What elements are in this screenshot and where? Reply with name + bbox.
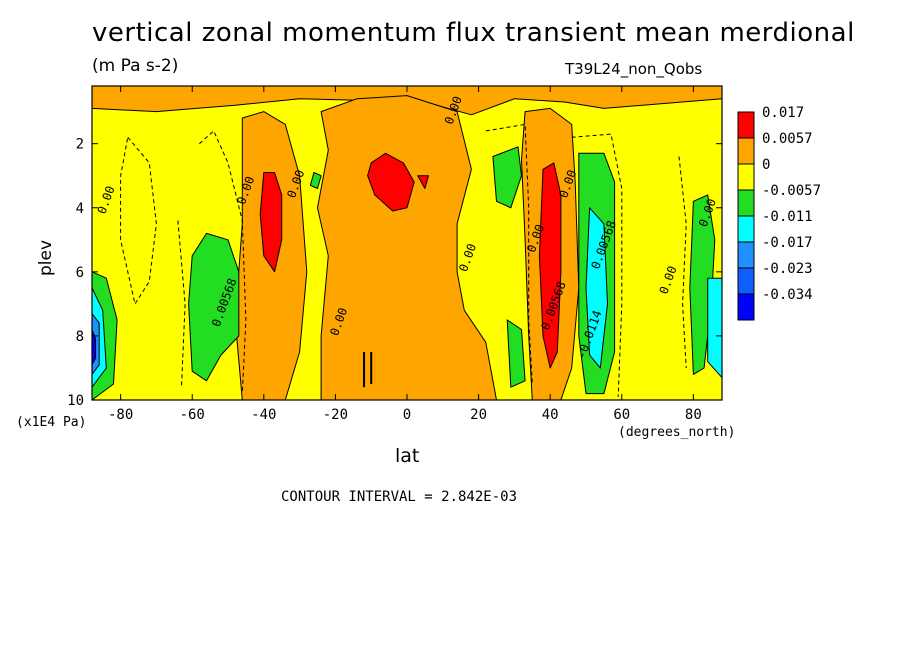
x-tick-label: 40	[542, 407, 559, 423]
legend-label: -0.023	[762, 261, 813, 277]
y-tick-label: 10	[67, 393, 84, 409]
contour-interval: CONTOUR INTERVAL = 2.842E-03	[281, 489, 518, 505]
x-tick-label: -60	[180, 407, 205, 423]
region-eq-small	[417, 175, 429, 189]
region-nh-neg1	[492, 146, 522, 209]
legend-label: 0.0057	[762, 131, 813, 147]
dashed-contour	[571, 133, 623, 397]
dashed-contour	[678, 156, 687, 369]
legend-swatch	[737, 293, 755, 321]
legend-swatch	[737, 241, 755, 269]
y-tick-label: 4	[76, 201, 84, 217]
legend-swatch	[737, 215, 755, 243]
dashed-contour	[199, 130, 247, 394]
region-nh-edge-cyan	[707, 277, 723, 379]
y-tick-label: 8	[76, 329, 84, 345]
x-tick-label: -80	[108, 407, 133, 423]
y-axis-unit: (x1E4 Pa)	[16, 415, 87, 430]
legend-swatch	[737, 163, 755, 191]
legend-label: -0.034	[762, 287, 813, 303]
region-eq-max	[367, 152, 415, 212]
chart-subtitle: (m Pa s-2)	[92, 56, 179, 76]
region-sh-neg	[188, 232, 240, 382]
legend-swatch	[737, 111, 755, 139]
x-axis-label: lat	[395, 445, 420, 467]
x-tick-label: 80	[685, 407, 702, 423]
y-tick-label: 2	[76, 137, 84, 153]
legend-label: -0.011	[762, 209, 813, 225]
x-axis-unit: (degrees_north)	[618, 425, 736, 440]
dashed-contour	[120, 136, 157, 306]
chart-title: vertical zonal momentum flux transient m…	[92, 18, 855, 48]
legend-label: 0.017	[762, 105, 804, 121]
region-nh-max	[538, 162, 562, 369]
legend-swatch	[737, 267, 755, 295]
region-nh-cyan	[585, 207, 608, 369]
legend-swatch	[737, 189, 755, 217]
x-tick-label: 0	[403, 407, 411, 423]
x-tick-label: 20	[470, 407, 487, 423]
y-axis-label: plev	[36, 239, 57, 277]
x-tick-label: 60	[613, 407, 630, 423]
region-nh-neg1b	[506, 319, 526, 388]
region-sh-small	[309, 172, 322, 189]
legend-label: -0.017	[762, 235, 813, 251]
x-tick-label: -20	[323, 407, 348, 423]
region-equatorial-column	[317, 95, 497, 401]
x-tick-label: -40	[251, 407, 276, 423]
legend-label: -0.0057	[762, 183, 821, 199]
region-sh-max	[259, 172, 283, 273]
y-tick-label: 6	[76, 265, 84, 281]
run-label: T39L24_non_Qobs	[565, 60, 703, 78]
legend-label: 0	[762, 157, 770, 173]
legend-swatch	[737, 137, 755, 165]
